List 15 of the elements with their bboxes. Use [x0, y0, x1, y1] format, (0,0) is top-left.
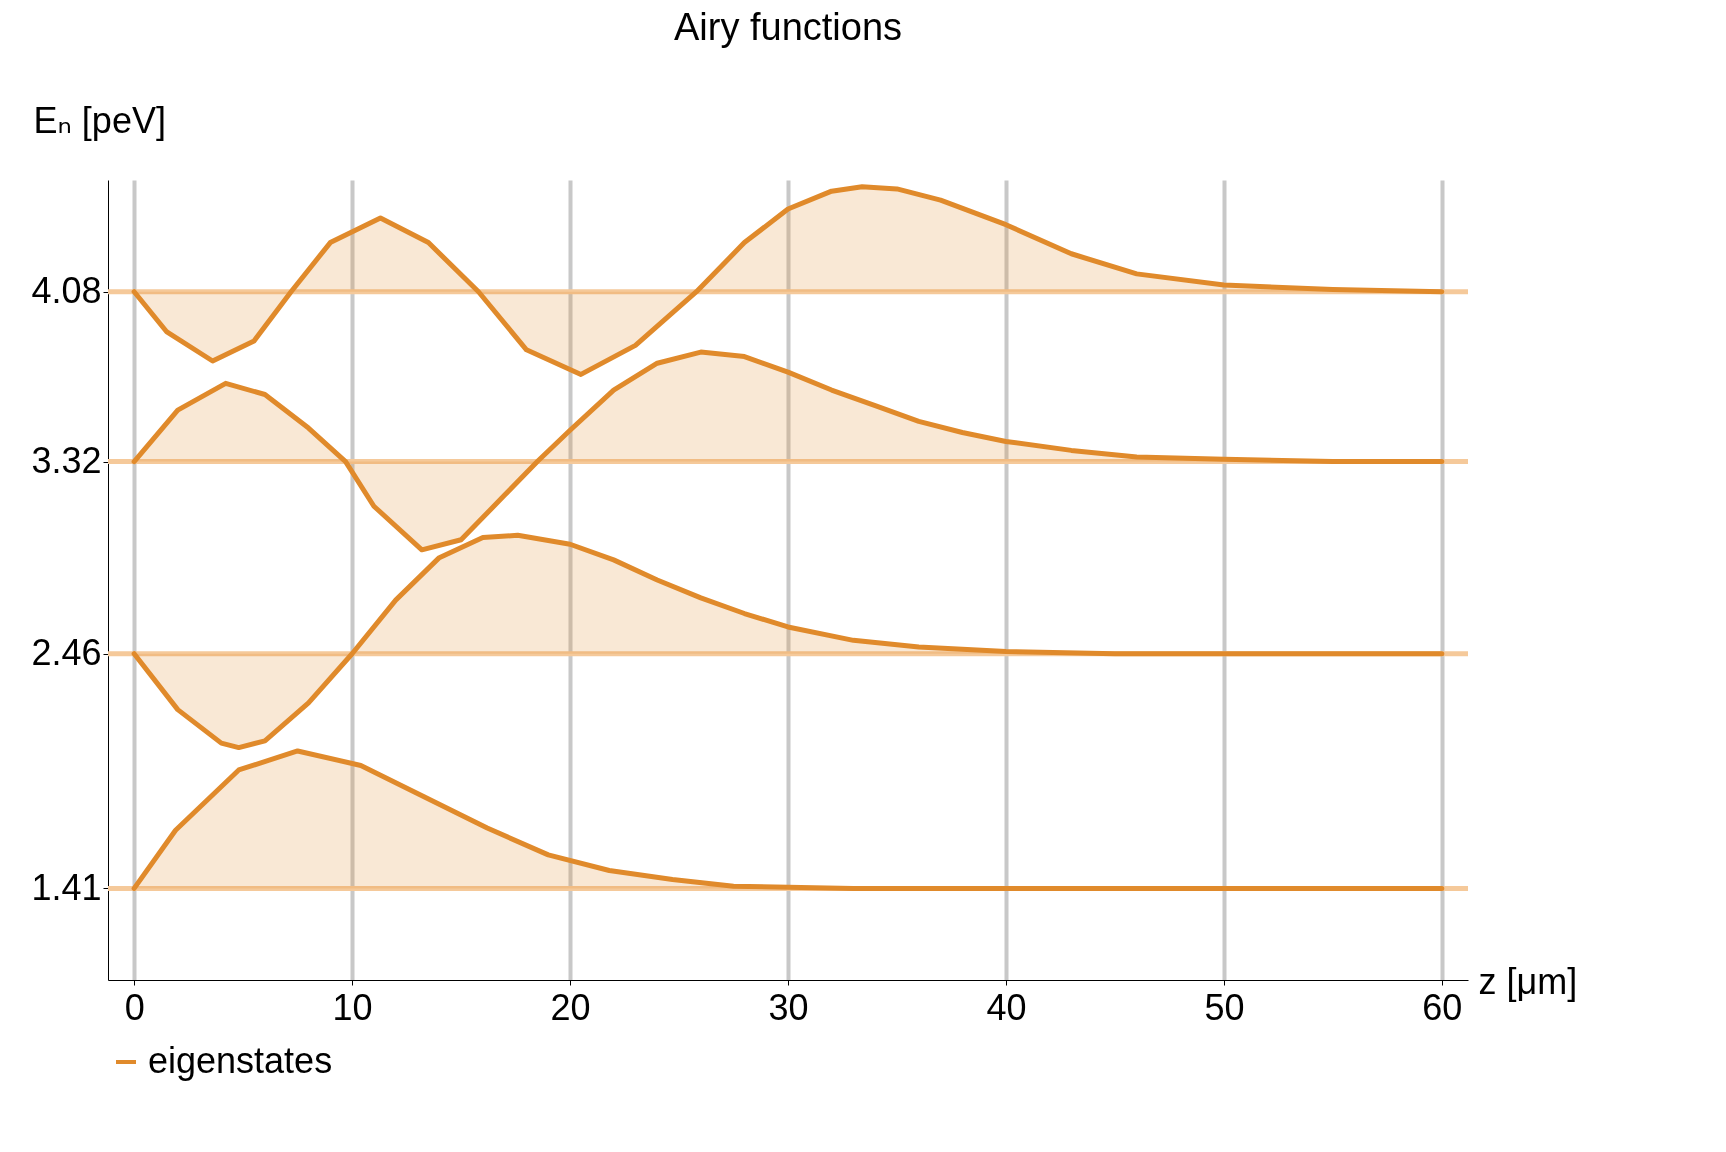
legend-label: eigenstates: [148, 1040, 333, 1081]
x-tick-label: 10: [332, 986, 373, 1028]
y-tick-label: 1.41: [31, 866, 102, 908]
x-tick-label: 60: [1422, 986, 1463, 1028]
y-tick-label: 4.08: [31, 270, 102, 312]
x-tick-label: 40: [986, 986, 1027, 1028]
x-tick-label: 20: [550, 986, 591, 1028]
y-tick-label: 3.32: [31, 440, 102, 482]
y-tick-label: 2.46: [31, 632, 102, 674]
y-axis-title: Eₙ [peV]: [33, 99, 166, 141]
x-axis-title: z [μm]: [1478, 960, 1578, 1002]
x-tick-label: 30: [768, 986, 809, 1028]
chart-title: Airy functions: [673, 6, 903, 48]
x-tick-label: 50: [1204, 986, 1245, 1028]
x-tick-label: 0: [124, 986, 145, 1028]
